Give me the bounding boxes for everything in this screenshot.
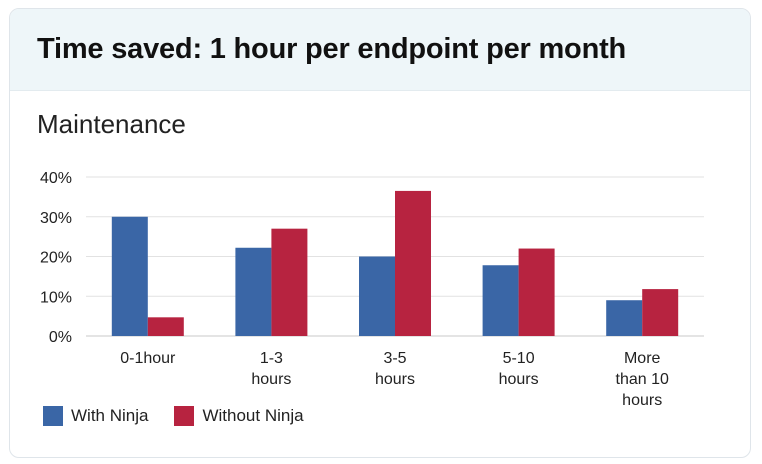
legend-item-without-ninja: Without Ninja: [174, 406, 304, 426]
x-tick-label: More than 10 hours: [616, 350, 669, 409]
x-tick-label: 1-3 hours: [251, 350, 291, 388]
bar-without-ninja: [518, 248, 555, 336]
bar-without-ninja: [147, 317, 184, 336]
x-tick-label: 3-5 hours: [375, 350, 415, 388]
bar-with-ninja: [482, 265, 519, 336]
x-tick-label: 5-10 hours: [499, 350, 539, 388]
bar-with-ninja: [235, 247, 272, 336]
x-tick-label: 0-1hour: [120, 350, 176, 367]
legend-label-with-ninja: With Ninja: [71, 406, 149, 425]
bar-with-ninja: [111, 216, 148, 336]
chart-card: Time saved: 1 hour per endpoint per mont…: [9, 8, 751, 458]
bar-without-ninja: [642, 289, 679, 336]
y-tick-label: 0%: [49, 329, 72, 346]
bar-with-ninja: [606, 300, 643, 336]
bar-with-ninja: [359, 256, 395, 336]
y-tick-label: 20%: [40, 250, 72, 267]
legend-item-with-ninja: With Ninja: [43, 406, 148, 426]
bar-without-ninja: [395, 190, 431, 336]
chart-title: Maintenance: [37, 109, 186, 139]
card-header: Time saved: 1 hour per endpoint per mont…: [10, 9, 750, 91]
legend-label-without-ninja: Without Ninja: [202, 406, 304, 425]
y-tick-label: 10%: [40, 289, 72, 306]
y-tick-label: 30%: [40, 210, 72, 227]
bar-without-ninja: [271, 228, 308, 336]
bar-chart: 0% 10% 20% 30% 40% 0-1hour 1-3 hours 3-5 hours 5-1…: [40, 170, 704, 409]
legend-swatch-without-ninja: [174, 406, 195, 426]
legend-swatch-with-ninja: [43, 406, 63, 426]
y-tick-label: 40%: [40, 170, 72, 187]
legend: With Ninja Without Ninja: [43, 406, 330, 426]
card-title: Time saved: 1 hour per endpoint per mont…: [37, 33, 627, 65]
